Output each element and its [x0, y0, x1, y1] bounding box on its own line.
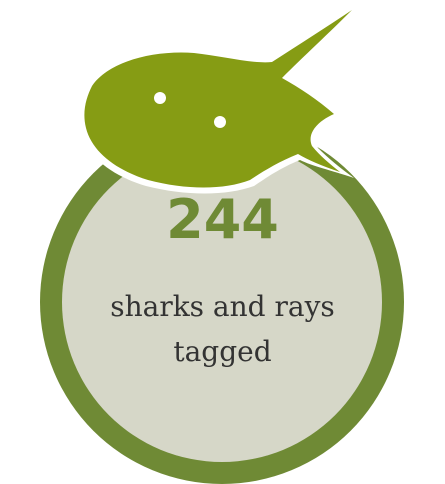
badge-disc	[62, 142, 382, 462]
stingray-eye-left	[154, 92, 166, 104]
stat-number: 244	[166, 188, 279, 251]
stingray-icon	[78, 3, 364, 194]
stat-label-line-1: sharks and rays	[110, 290, 335, 323]
stingray-body	[84, 10, 352, 188]
stat-label-line-2: tagged	[173, 335, 272, 368]
stat-label: sharks and rays tagged	[0, 284, 445, 374]
stingray-eye-right	[214, 116, 226, 128]
